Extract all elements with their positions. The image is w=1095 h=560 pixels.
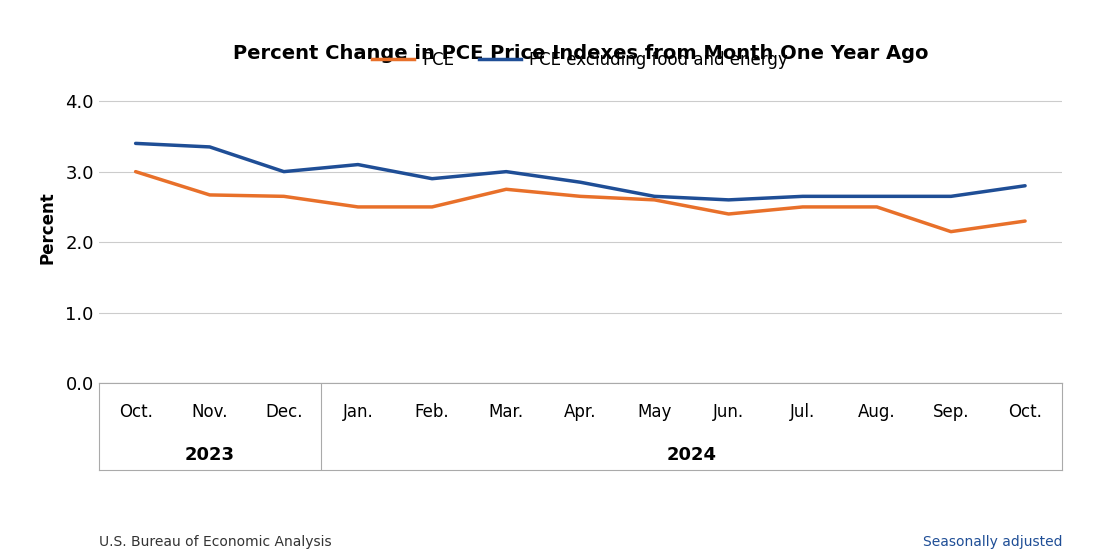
Text: Feb.: Feb.: [415, 403, 449, 421]
Text: Oct.: Oct.: [118, 403, 152, 421]
Y-axis label: Percent: Percent: [38, 192, 57, 264]
Text: Seasonally adjusted: Seasonally adjusted: [923, 535, 1062, 549]
Text: U.S. Bureau of Economic Analysis: U.S. Bureau of Economic Analysis: [99, 535, 331, 549]
Text: Jun.: Jun.: [713, 403, 745, 421]
Legend: PCE, PCE excluding food and energy: PCE, PCE excluding food and energy: [366, 44, 795, 75]
Text: Aug.: Aug.: [858, 403, 896, 421]
Text: Mar.: Mar.: [488, 403, 523, 421]
Text: 2023: 2023: [185, 446, 234, 464]
Title: Percent Change in PCE Price Indexes from Month One Year Ago: Percent Change in PCE Price Indexes from…: [232, 44, 929, 63]
Text: Dec.: Dec.: [265, 403, 302, 421]
Text: 2024: 2024: [667, 446, 716, 464]
Text: Sep.: Sep.: [933, 403, 969, 421]
Text: Jan.: Jan.: [343, 403, 373, 421]
Text: Nov.: Nov.: [192, 403, 228, 421]
Text: May: May: [637, 403, 671, 421]
Text: Jul.: Jul.: [791, 403, 816, 421]
Text: Oct.: Oct.: [1008, 403, 1042, 421]
Text: Apr.: Apr.: [564, 403, 597, 421]
